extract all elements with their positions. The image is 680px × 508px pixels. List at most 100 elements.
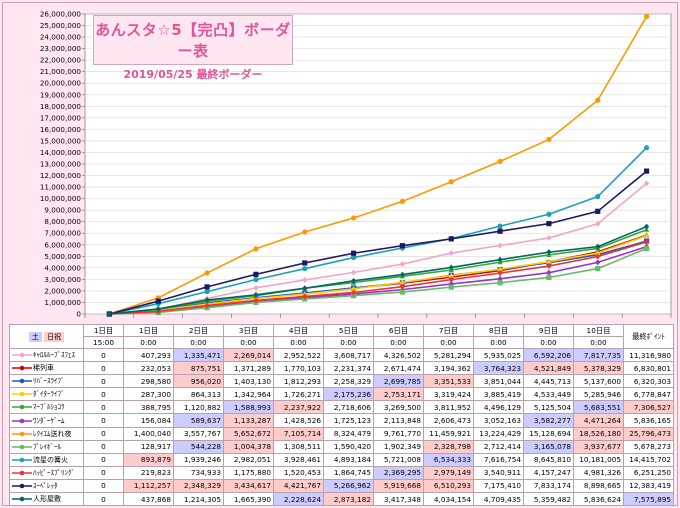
series-name: ﾏｰﾌﾞﾙｼｮｺﾗ xyxy=(33,403,65,412)
series-name: 流星の篝火 xyxy=(33,455,68,464)
data-cell: 2,699,785 xyxy=(373,374,424,389)
series-name: ﾜﾝﾀﾞｰｹﾞｰﾑ xyxy=(33,416,65,425)
data-cell: 8,645,810 xyxy=(523,452,574,467)
data-point xyxy=(595,259,601,266)
data-cell: 6,592,206 xyxy=(523,347,574,363)
data-cell: 7,817,735 xyxy=(573,347,624,363)
data-cell: 1,400,040 xyxy=(123,426,174,441)
data-cell: 2,606,473 xyxy=(423,413,474,428)
legend-marker xyxy=(12,470,32,476)
header-day: 1日目 xyxy=(83,324,124,337)
y-tick-label: 2,000,000 xyxy=(44,286,81,295)
data-point xyxy=(497,280,503,286)
data-point xyxy=(350,250,357,256)
table-row: 人形屋敷 0 437,868 1,214,305 1,665,390 2,228,624 2… xyxy=(9,492,674,507)
data-cell: 4,893,184 xyxy=(323,452,374,467)
data-cell: 4,421,767 xyxy=(273,478,324,494)
data-cell: 4,533,449 xyxy=(523,387,574,402)
header-time: 0:00 xyxy=(173,336,224,349)
table-row: ﾏｰﾌﾞﾙｼｮｺﾗ 0 388,795 1,120,882 1,588,993 2,237… xyxy=(9,400,674,415)
data-cell: 1,588,993 xyxy=(223,400,274,415)
series-name: ｷｬﾛﾙﾙｰﾌﾞｽﾌｪｽ xyxy=(33,351,75,360)
data-point xyxy=(204,270,210,276)
data-cell: 3,434,617 xyxy=(223,478,274,494)
data-cell: 4,326,502 xyxy=(373,347,424,363)
data-cell: 1,726,271 xyxy=(273,387,324,402)
data-cell: 3,351,533 xyxy=(423,374,474,389)
data-cell: 734,933 xyxy=(173,465,224,480)
data-cell: 437,868 xyxy=(123,492,174,507)
y-tick-label: 4,000,000 xyxy=(44,263,81,272)
data-point xyxy=(155,298,161,304)
series-name-cell: ﾀﾞｲﾀｰﾗｲﾌﾞ xyxy=(9,387,84,402)
header-day: 6日目 xyxy=(373,324,424,337)
data-cell: 128,917 xyxy=(123,439,174,454)
data-cell: 2,237,922 xyxy=(273,400,324,415)
legend-marker xyxy=(12,431,32,436)
data-cell: 8,898,665 xyxy=(573,478,624,494)
data-cell: 0 xyxy=(83,347,124,363)
data-cell: 2,873,182 xyxy=(323,492,374,507)
data-cell: 5,836,165 xyxy=(623,413,674,428)
data-cell: 2,113,848 xyxy=(373,413,424,428)
data-cell: 5,678,273 xyxy=(623,439,674,454)
line-chart: 0 1,000,000 2,000,000 3,000,000 4,000,000 5,0… xyxy=(40,10,672,319)
data-cell: 3,764,323 xyxy=(473,361,524,376)
data-cell: 18,526,180 xyxy=(573,426,624,441)
data-point xyxy=(546,136,552,143)
data-point xyxy=(302,260,308,266)
series-name: 人形屋敷 xyxy=(33,495,61,504)
series-name-cell: ﾘﾊﾞｰｽﾗｲﾌﾞ xyxy=(9,374,84,389)
data-cell: 5,125,504 xyxy=(523,400,574,415)
data-cell: 5,935,025 xyxy=(473,347,524,363)
data-cell: 4,034,154 xyxy=(423,492,474,507)
y-tick-label: 24,000,000 xyxy=(40,33,82,42)
data-cell: 1,175,880 xyxy=(223,465,274,480)
data-point xyxy=(302,266,308,272)
data-cell: 0 xyxy=(83,361,124,376)
data-point xyxy=(350,289,357,296)
data-cell: 3,928,461 xyxy=(273,452,324,467)
data-cell: 4,981,326 xyxy=(573,465,624,480)
data-cell: 2,258,329 xyxy=(323,374,374,389)
y-tick-label: 20,000,000 xyxy=(40,79,82,88)
table-row: 稀列車 0 232,053 875,751 1,371,289 1,770,103 2,23… xyxy=(9,361,674,376)
y-tick-label: 6,000,000 xyxy=(44,240,81,249)
data-cell: 1,428,526 xyxy=(273,413,324,428)
legend-corner: 土 日祝 xyxy=(9,324,84,349)
data-cell: 2,228,624 xyxy=(273,492,324,507)
data-cell: 156,084 xyxy=(123,413,174,428)
header-row-days: 土 日祝 1日目 1日目 2日目 3日目 4日目 5日目 6日目 7日目 8日目 9日目 10日目 最終… xyxy=(9,324,674,349)
data-cell: 0 xyxy=(83,452,124,467)
series-name: ﾊｯﾋﾟｰｽﾌﾟﾘﾝｸﾞ xyxy=(33,468,75,477)
data-point xyxy=(399,243,406,249)
data-point xyxy=(595,265,601,272)
y-tick-label: 14,000,000 xyxy=(40,148,82,157)
data-cell: 0 xyxy=(83,400,124,415)
data-point xyxy=(595,97,601,103)
header-time: 15:00 xyxy=(83,336,124,349)
series-name: ﾚｸｲｴﾑ送れ夜 xyxy=(33,429,72,438)
y-tick-label: 25,000,000 xyxy=(40,21,82,30)
y-tick-label: 9,000,000 xyxy=(44,206,81,215)
y-tick-label: 12,000,000 xyxy=(40,171,82,180)
data-point xyxy=(497,228,503,234)
data-cell: 7,616,754 xyxy=(473,452,524,467)
table-row: ﾘﾊﾞｰｽﾗｲﾌﾞ 0 298,580 956,020 1,403,130 1,812,2… xyxy=(9,374,674,389)
y-tick-label: 17,000,000 xyxy=(40,113,82,122)
y-tick-label: 0 xyxy=(76,310,81,319)
series-line-8 xyxy=(109,147,648,315)
data-point xyxy=(643,245,650,252)
y-tick-label: 1,000,000 xyxy=(44,298,81,307)
y-tick-label: 13,000,000 xyxy=(40,160,82,169)
data-point xyxy=(643,145,650,151)
data-cell: 388,795 xyxy=(123,400,174,415)
data-point xyxy=(204,302,210,309)
data-cell: 3,885,419 xyxy=(473,387,524,402)
data-point xyxy=(497,158,503,165)
data-cell: 0 xyxy=(83,478,124,494)
data-cell: 232,053 xyxy=(123,361,174,376)
data-cell: 3,319,424 xyxy=(423,387,474,402)
data-cell: 7,306,527 xyxy=(623,400,674,415)
data-cell: 25,796,473 xyxy=(623,426,674,441)
